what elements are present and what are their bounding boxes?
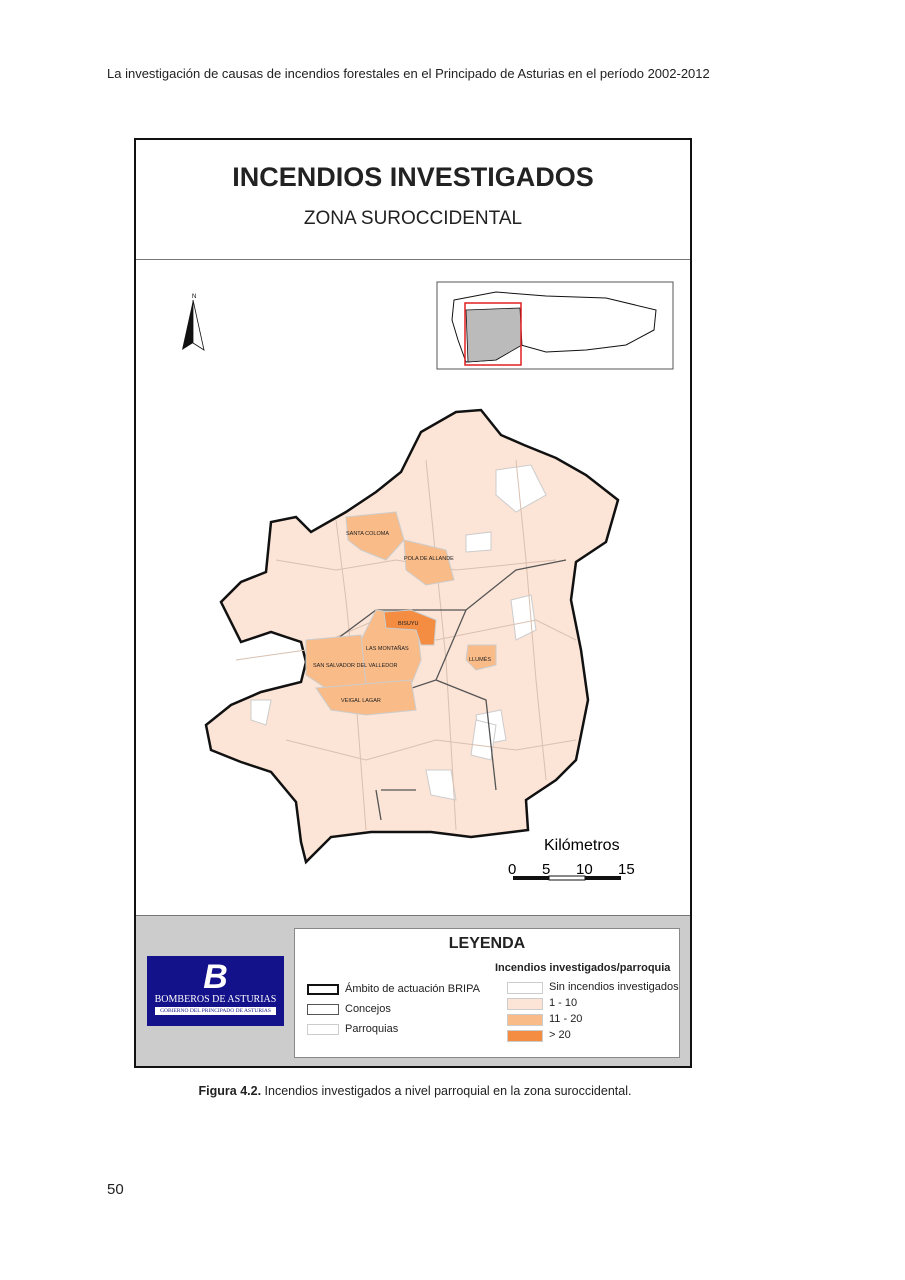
legend-title: LEYENDA <box>448 935 526 952</box>
svg-text:Kilómetros: Kilómetros <box>544 837 620 854</box>
place-label: LLUMÉS <box>469 656 491 663</box>
legend-class: > 20 <box>507 1029 571 1042</box>
legend-panel: B BOMBEROS DE ASTURIAS GOBIERNO DEL PRIN… <box>136 915 690 1066</box>
logo-name: BOMBEROS DE ASTURIAS <box>154 994 277 1005</box>
zone-map: SANTA COLOMA POLA DE ALLANDE BISUYU LAS … <box>204 408 620 865</box>
svg-text:0: 0 <box>508 861 516 878</box>
map-subtitle: ZONA SUROCCIDENTAL <box>303 208 523 229</box>
legend-class: 1 - 10 <box>507 997 577 1010</box>
logo-subtitle: GOBIERNO DEL PRINCIPADO DE ASTURIAS <box>155 1007 276 1015</box>
place-label: POLA DE ALLANDE <box>404 556 454 562</box>
map-title: INCENDIOS INVESTIGADOS <box>232 162 594 192</box>
map-canvas: N <box>182 281 674 881</box>
bomberos-logo: B BOMBEROS DE ASTURIAS GOBIERNO DEL PRIN… <box>147 956 284 1026</box>
parishes-without-fires <box>250 464 547 801</box>
svg-text:5: 5 <box>542 861 550 878</box>
svg-text:15: 15 <box>618 861 635 878</box>
place-label: SAN SALVADOR DEL VALLEDOR <box>313 663 397 669</box>
class-over-20-parish <box>383 609 437 646</box>
legend-item: Ámbito de actuación BRIPA <box>307 983 480 996</box>
place-label: SANTA COLOMA <box>346 531 389 537</box>
place-label: BISUYU <box>398 621 419 627</box>
place-labels: SANTA COLOMA POLA DE ALLANDE BISUYU LAS … <box>313 531 491 704</box>
map-figure: INCENDIOS INVESTIGADOS ZONA SUROCCIDENTA… <box>134 138 692 1068</box>
page-number: 50 <box>107 1181 124 1198</box>
running-header: La investigación de causas de incendios … <box>107 66 710 81</box>
legend-class: 11 - 20 <box>507 1013 582 1026</box>
legend-heading: Incendios investigados/parroquia <box>495 962 671 974</box>
place-label: LAS MONTAÑAS <box>366 645 409 652</box>
scale-bar: Kilómetros 0 5 10 15 <box>508 837 635 881</box>
north-arrow-icon: N <box>182 294 205 351</box>
title-divider <box>136 259 690 260</box>
place-label: VEIGAL LAGAR <box>341 698 381 704</box>
logo-b-icon: B <box>203 958 228 996</box>
legend: LEYENDA Ámbito de actuación BRIPA Concej… <box>294 928 680 1058</box>
legend-class: Sin incendios investigados <box>507 981 679 994</box>
legend-item: Concejos <box>307 1003 391 1016</box>
legend-item: Parroquias <box>307 1023 398 1036</box>
figure-caption: Figura 4.2. Incendios investigados a niv… <box>198 1084 632 1098</box>
svg-text:10: 10 <box>576 861 593 878</box>
svg-text:N: N <box>192 294 196 300</box>
locator-inset <box>436 281 674 370</box>
